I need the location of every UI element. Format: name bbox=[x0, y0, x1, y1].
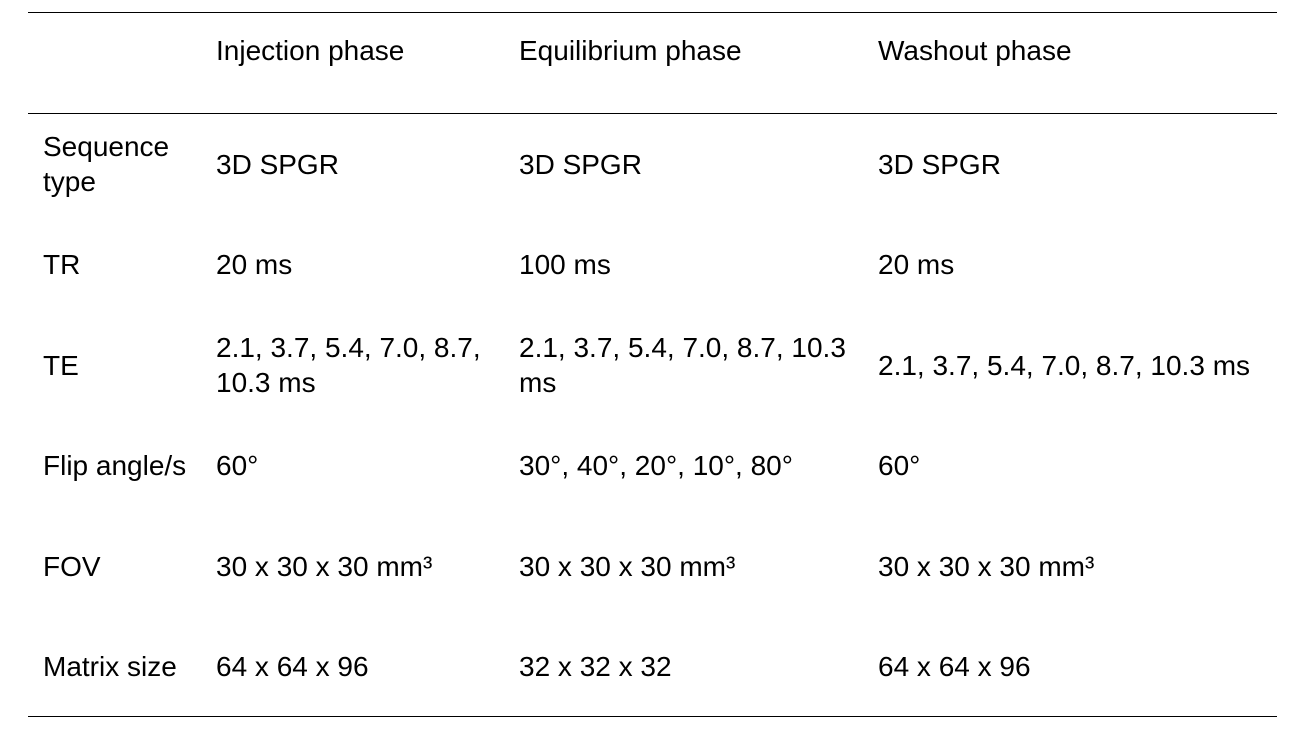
cell: 20 ms bbox=[878, 249, 955, 281]
row-label: Flip angle/s bbox=[43, 450, 187, 482]
cell: 2.1, 3.7, 5.4, 7.0, 8.7, 10.3 ms bbox=[878, 349, 1251, 381]
cell: 30 x 30 x 30 mm³ bbox=[878, 550, 1095, 582]
header-rule bbox=[28, 113, 1277, 114]
cell: 2.1, 3.7, 5.4, 7.0, 8.7, 10.3 ms bbox=[519, 332, 846, 399]
cell: 3D SPGR bbox=[216, 148, 339, 180]
cell: 30°, 40°, 20°, 10°, 80° bbox=[519, 450, 793, 482]
cell: 60° bbox=[216, 450, 259, 482]
cell: 20 ms bbox=[216, 249, 293, 281]
row-label: TR bbox=[43, 249, 81, 281]
cell: 2.1, 3.7, 5.4, 7.0, 8.7, 10.3 ms bbox=[216, 332, 481, 399]
column-header: Injection phase bbox=[216, 34, 405, 66]
column-header: Equilibrium phase bbox=[519, 34, 742, 66]
cell: 64 x 64 x 96 bbox=[216, 651, 369, 683]
cell: 32 x 32 x 32 bbox=[519, 651, 672, 683]
row-label: FOV bbox=[43, 550, 101, 582]
column-header: Washout phase bbox=[878, 34, 1072, 66]
cell: 60° bbox=[878, 450, 921, 482]
cell: 30 x 30 x 30 mm³ bbox=[216, 550, 433, 582]
cell: 30 x 30 x 30 mm³ bbox=[519, 550, 736, 582]
cell: 3D SPGR bbox=[519, 148, 642, 180]
cell: 3D SPGR bbox=[878, 148, 1001, 180]
row-label: Matrix size bbox=[43, 651, 177, 683]
row-label: Sequence type bbox=[43, 131, 170, 198]
cell: 64 x 64 x 96 bbox=[878, 651, 1031, 683]
bottom-rule bbox=[28, 716, 1277, 717]
cell: 100 ms bbox=[519, 249, 611, 281]
row-label: TE bbox=[43, 349, 79, 381]
top-rule bbox=[28, 12, 1277, 13]
